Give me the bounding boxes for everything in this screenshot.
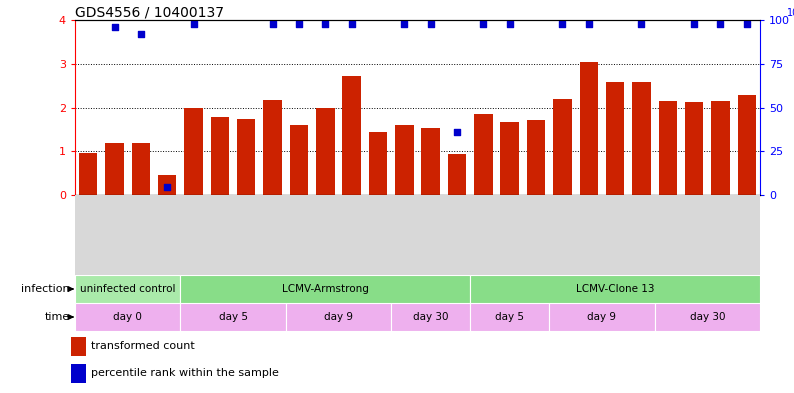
Text: day 9: day 9 bbox=[324, 312, 353, 322]
Bar bbox=[342, 75, 360, 195]
Point bbox=[266, 20, 279, 27]
Point bbox=[556, 20, 569, 27]
Bar bbox=[738, 95, 756, 195]
Bar bbox=[395, 125, 414, 195]
Bar bbox=[391, 303, 470, 331]
Bar bbox=[316, 108, 334, 195]
Text: day 9: day 9 bbox=[588, 312, 616, 322]
Point bbox=[424, 20, 437, 27]
Text: day 5: day 5 bbox=[218, 312, 248, 322]
Bar bbox=[132, 143, 150, 195]
Text: LCMV-Clone 13: LCMV-Clone 13 bbox=[576, 284, 654, 294]
Text: 100%: 100% bbox=[788, 8, 794, 18]
Point bbox=[345, 20, 358, 27]
Bar bbox=[422, 128, 440, 195]
Bar bbox=[290, 125, 308, 195]
Bar bbox=[79, 152, 98, 195]
Text: day 0: day 0 bbox=[114, 312, 142, 322]
Point bbox=[635, 20, 648, 27]
Bar bbox=[286, 303, 391, 331]
Point bbox=[741, 20, 754, 27]
Text: day 30: day 30 bbox=[689, 312, 725, 322]
Bar bbox=[580, 62, 598, 195]
Bar bbox=[474, 114, 492, 195]
Point bbox=[161, 184, 174, 190]
Point bbox=[714, 20, 727, 27]
Bar bbox=[106, 143, 124, 195]
Bar bbox=[527, 120, 545, 195]
Bar bbox=[654, 303, 760, 331]
Bar bbox=[470, 303, 549, 331]
Text: percentile rank within the sample: percentile rank within the sample bbox=[91, 368, 279, 378]
Point bbox=[503, 20, 516, 27]
Point bbox=[134, 31, 147, 38]
Text: day 30: day 30 bbox=[413, 312, 449, 322]
Bar bbox=[368, 132, 387, 195]
Bar bbox=[711, 101, 730, 195]
Text: uninfected control: uninfected control bbox=[80, 284, 175, 294]
Bar bbox=[237, 119, 256, 195]
Bar bbox=[184, 108, 202, 195]
Point bbox=[688, 20, 700, 27]
Bar bbox=[549, 303, 654, 331]
Point bbox=[293, 20, 306, 27]
Point bbox=[451, 129, 464, 136]
Bar bbox=[553, 99, 572, 195]
Bar bbox=[71, 364, 86, 383]
Point bbox=[187, 20, 200, 27]
Bar bbox=[75, 303, 180, 331]
Text: LCMV-Armstrong: LCMV-Armstrong bbox=[282, 284, 368, 294]
Bar bbox=[500, 121, 519, 195]
Bar bbox=[685, 102, 703, 195]
Bar bbox=[448, 154, 466, 195]
Text: transformed count: transformed count bbox=[91, 341, 195, 351]
Bar bbox=[658, 101, 677, 195]
Bar bbox=[158, 175, 176, 195]
Bar bbox=[606, 82, 624, 195]
Text: GDS4556 / 10400137: GDS4556 / 10400137 bbox=[75, 6, 224, 20]
Point bbox=[582, 20, 595, 27]
Bar bbox=[180, 303, 286, 331]
Text: day 5: day 5 bbox=[495, 312, 524, 322]
Bar bbox=[75, 275, 180, 303]
Text: infection: infection bbox=[21, 284, 70, 294]
Bar bbox=[470, 275, 760, 303]
Point bbox=[398, 20, 410, 27]
Text: time: time bbox=[44, 312, 70, 322]
Bar bbox=[180, 275, 470, 303]
Point bbox=[477, 20, 490, 27]
Bar bbox=[210, 117, 229, 195]
Bar bbox=[71, 336, 86, 356]
Point bbox=[319, 20, 332, 27]
Bar bbox=[264, 99, 282, 195]
Bar bbox=[632, 82, 650, 195]
Point bbox=[108, 24, 121, 31]
